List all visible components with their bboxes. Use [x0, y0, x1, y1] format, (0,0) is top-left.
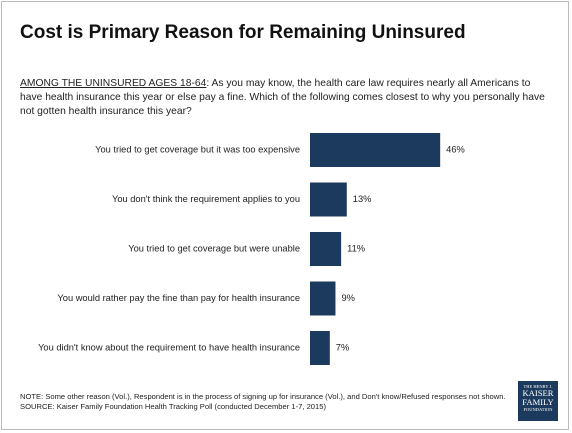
chart-title: Cost is Primary Reason for Remaining Uni… — [20, 22, 466, 43]
logo-bottom: FOUNDATION — [523, 407, 553, 412]
logo-top: THE HENRY J. — [523, 384, 553, 389]
logo: THE HENRY J. KAISER FAMILY FOUNDATION — [518, 381, 558, 421]
subtitle-lead: AMONG THE UNINSURED AGES 18-64 — [20, 78, 207, 89]
category-label: You don't think the requirement applies … — [112, 194, 300, 204]
bar — [310, 133, 441, 167]
bar — [310, 182, 347, 217]
bar — [310, 232, 342, 266]
subtitle: AMONG THE UNINSURED AGES 18-64: As you m… — [20, 77, 550, 119]
note: NOTE: Some other reason (Vol.), Responde… — [20, 392, 506, 401]
subtitle-text: : As you may know, the health care law r… — [20, 78, 545, 117]
value-label: 11% — [347, 243, 365, 253]
category-label: You tried to get coverage but it was too… — [95, 144, 300, 154]
category-label: You didn't know about the requirement to… — [38, 342, 300, 352]
value-label: 13% — [353, 194, 372, 204]
value-label: 7% — [336, 342, 349, 352]
bar — [310, 331, 330, 365]
logo-line: FAMILY — [522, 397, 554, 407]
category-label: You would rather pay the fine than pay f… — [57, 293, 300, 303]
bar — [310, 281, 336, 316]
source: SOURCE: Kaiser Family Foundation Health … — [20, 402, 326, 411]
logo-line: KAISER — [522, 388, 554, 398]
value-label: 9% — [341, 293, 354, 303]
value-label: 46% — [446, 144, 465, 154]
category-label: You tried to get coverage but were unabl… — [128, 243, 300, 253]
notes: NOTE: Some other reason (Vol.), Responde… — [20, 392, 520, 412]
